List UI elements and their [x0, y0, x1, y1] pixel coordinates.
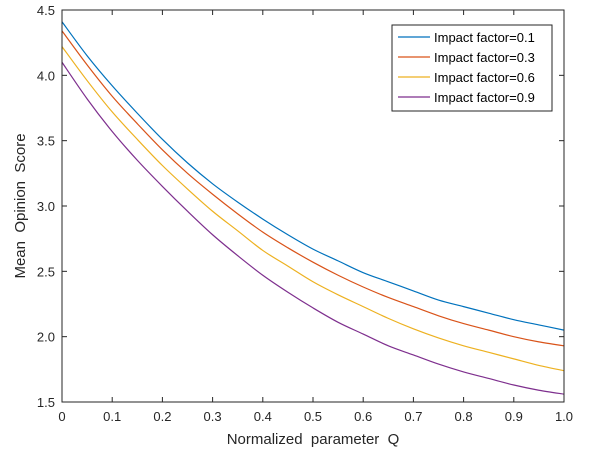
series-line-4 [61, 61, 565, 395]
legend-label-2: Impact factor=0.3 [434, 50, 535, 65]
axis-ticks: 0 0.1 0.2 0.3 0.4 0.5 0.6 0.7 0.8 0.9 1.0 1.5 2.0 2.5… [37, 3, 573, 424]
x-tick-label: 0.9 [505, 409, 523, 424]
x-tick-label: 0.5 [304, 409, 322, 424]
y-tick-label: 2.5 [37, 264, 55, 279]
x-tick-label: 0.7 [404, 409, 422, 424]
x-tick-label: 0.2 [153, 409, 171, 424]
y-tick-label: 3.5 [37, 134, 55, 149]
y-tick-label: 4.5 [37, 3, 55, 18]
y-tick-label: 1.5 [37, 395, 55, 410]
x-tick-label: 0.1 [103, 409, 121, 424]
x-tick-label: 0.4 [254, 409, 272, 424]
y-tick-label: 2.0 [37, 330, 55, 345]
legend: Impact factor=0.1 Impact factor=0.3 Impact… [391, 24, 553, 112]
legend-label-4: Impact factor=0.9 [434, 90, 535, 105]
series-line-1 [61, 21, 565, 331]
x-tick-label: 0.8 [455, 409, 473, 424]
y-tick-label: 4.0 [37, 68, 55, 83]
x-tick-label: 0.6 [354, 409, 372, 424]
plot-frame [61, 9, 565, 403]
series-lines [61, 21, 565, 395]
series-line-3 [61, 46, 565, 372]
x-tick-label: 0 [58, 409, 65, 424]
series-line-2 [61, 30, 565, 347]
x-tick-label: 0.3 [204, 409, 222, 424]
x-tick-label: 1.0 [555, 409, 573, 424]
legend-label-3: Impact factor=0.6 [434, 70, 535, 85]
y-tick-label: 3.0 [37, 199, 55, 214]
legend-label-1: Impact factor=0.1 [434, 30, 535, 45]
y-axis-label: Mean Opinion Score [12, 133, 29, 278]
x-axis-label: Normalized parameter Q [227, 431, 400, 448]
